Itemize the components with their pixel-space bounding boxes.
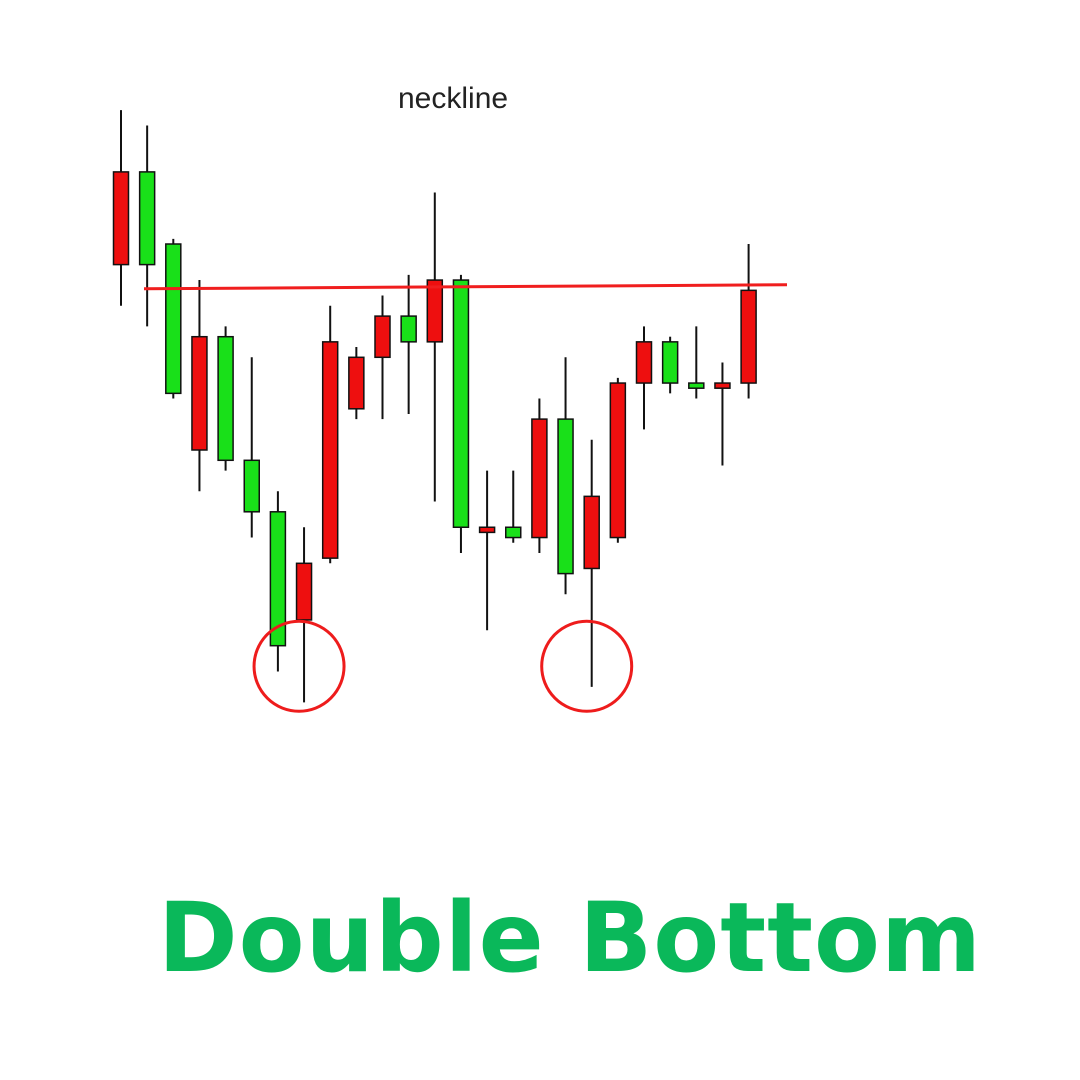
candle-body-up xyxy=(400,315,417,343)
candle-body-up xyxy=(243,459,260,513)
candle-body-down xyxy=(321,341,339,559)
page-title: Double Bottom xyxy=(157,882,983,994)
candle-body-up xyxy=(217,335,234,462)
candle-5 xyxy=(217,326,234,471)
candle-body-down xyxy=(740,289,757,384)
candle-13 xyxy=(426,192,444,502)
neckline-line xyxy=(143,283,788,291)
candle-body-down xyxy=(531,418,548,539)
candle-body-down xyxy=(295,562,313,621)
candle-body-up xyxy=(661,341,679,384)
candle-body-up xyxy=(505,526,522,539)
candle-body-up xyxy=(138,171,156,266)
candle-body-down xyxy=(112,171,130,266)
candle-body-down xyxy=(191,335,208,451)
candle-21 xyxy=(635,326,653,430)
candle-8 xyxy=(295,527,313,703)
candle-11 xyxy=(374,295,391,420)
candle-15 xyxy=(478,470,496,631)
candle-3 xyxy=(165,238,182,399)
candle-23 xyxy=(688,326,705,399)
candle-body-down xyxy=(374,315,391,359)
candle-body-down xyxy=(714,382,731,389)
candles-layer xyxy=(112,110,757,703)
candle-19 xyxy=(583,439,600,687)
candle-body-up xyxy=(688,382,705,389)
candle-body-up xyxy=(557,418,574,575)
candle-16 xyxy=(505,470,522,543)
candle-18 xyxy=(557,357,574,595)
candle-body-down xyxy=(583,495,600,570)
candle-body-down xyxy=(609,382,627,539)
candle-12 xyxy=(400,274,417,414)
bottom-circle-2 xyxy=(540,619,634,713)
candle-6 xyxy=(243,357,260,538)
candlestick-chart xyxy=(112,110,788,713)
candle-body-down xyxy=(426,279,444,343)
candle-4 xyxy=(191,280,208,492)
bottom-circle-1 xyxy=(252,619,346,713)
bottom-markers xyxy=(252,619,634,713)
candle-body-up xyxy=(452,279,470,528)
candle-body-down xyxy=(635,341,653,384)
candle-25 xyxy=(740,244,757,399)
candle-7 xyxy=(269,491,287,672)
candle-body-down xyxy=(348,356,365,410)
candle-14 xyxy=(452,274,470,553)
candle-10 xyxy=(348,347,365,420)
candle-20 xyxy=(609,377,627,543)
candle-2 xyxy=(138,125,156,327)
candle-1 xyxy=(112,110,130,306)
candle-body-up xyxy=(269,511,287,647)
candle-body-up xyxy=(165,243,182,395)
candle-body-down xyxy=(478,526,496,534)
neckline-label: neckline xyxy=(398,82,509,115)
candle-24 xyxy=(714,362,731,466)
candle-17 xyxy=(531,398,548,553)
candle-22 xyxy=(661,336,679,394)
candle-9 xyxy=(321,305,339,564)
